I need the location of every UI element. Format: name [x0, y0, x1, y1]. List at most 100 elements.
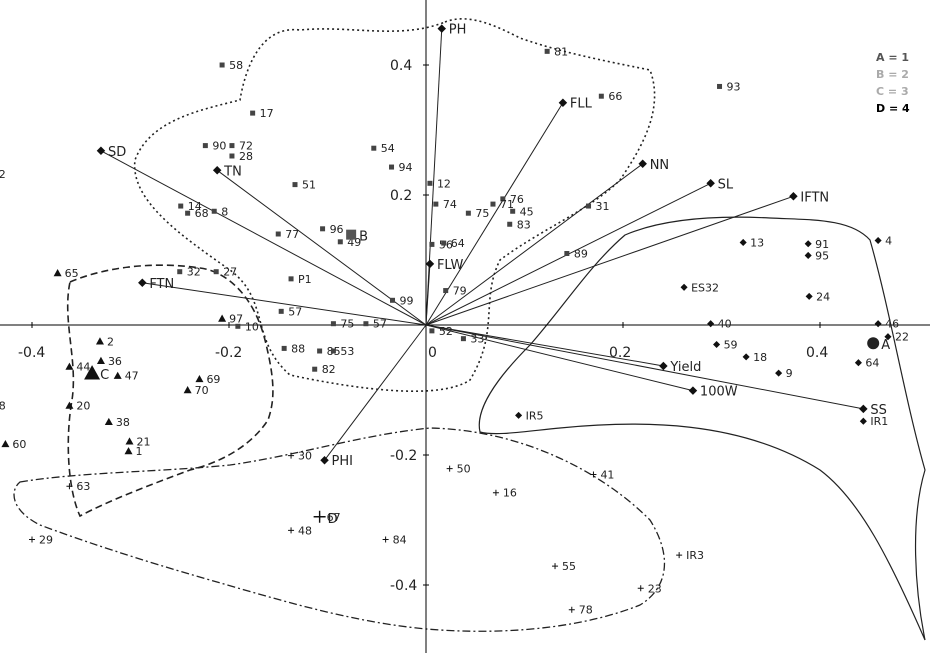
trait-vectors: PH FLL NN SL IFTN SD TN FLW FTN Yield 100W SS PHI [96, 23, 887, 469]
point-label: P1 [298, 273, 312, 286]
point-marker [507, 221, 513, 227]
point-marker [805, 292, 813, 300]
point-marker [492, 489, 499, 496]
point-label: IR5 [526, 409, 544, 422]
point-label: 68 [195, 207, 209, 220]
point-label: 91 [815, 238, 829, 251]
vector-tip [659, 361, 668, 371]
vector-line [324, 324, 427, 461]
vector-tip [558, 98, 568, 107]
point-label: 29 [39, 534, 53, 547]
point-marker [202, 143, 208, 149]
centroid-label: C [100, 368, 109, 383]
genotype-points: 1113914952680ES3224404662225918649IR5IR1… [0, 45, 909, 617]
point-marker [219, 62, 225, 68]
point-marker [854, 359, 862, 367]
vector-label: TN [223, 164, 242, 179]
point-label: 70 [195, 384, 209, 397]
point-label: IR1 [870, 415, 888, 428]
point-label: 76 [510, 193, 524, 206]
centroid-label: D [328, 512, 338, 527]
point-marker [382, 536, 389, 543]
point-marker [66, 483, 73, 490]
vector-tip [425, 259, 435, 269]
vector-tip [96, 146, 106, 156]
point-marker [713, 340, 721, 349]
point-label: 32 [187, 266, 201, 279]
point-label: 1 [136, 445, 143, 458]
point-label: 54 [381, 142, 395, 155]
vector-label: PH [449, 23, 467, 38]
point-marker [213, 269, 219, 275]
y-tick-label: -0.2 [390, 448, 417, 464]
x-tick-label: 0.2 [609, 345, 631, 361]
point-label: 78 [579, 604, 593, 617]
point-label: 90 [212, 140, 226, 153]
point-label: 64 [865, 357, 879, 370]
point-label: 51 [302, 179, 316, 192]
vector-tip [138, 278, 147, 287]
point-marker [337, 239, 343, 245]
point-label: 57 [373, 318, 387, 331]
vector-label: 100W [700, 385, 738, 400]
point-marker [515, 411, 523, 419]
vector-tip [320, 455, 329, 465]
point-marker [185, 210, 191, 216]
point-label: 27 [223, 266, 237, 279]
point-label: 46 [885, 318, 899, 331]
point-marker [211, 208, 217, 214]
point-label: 66 [608, 90, 622, 103]
point-marker [859, 417, 867, 425]
point-label: 14 [188, 200, 202, 213]
point-label: 18 [753, 351, 767, 364]
vector-line [142, 282, 427, 326]
point-marker [195, 374, 204, 383]
point-marker [346, 229, 357, 240]
point-label: 10 [245, 320, 259, 333]
point-label: 83 [517, 218, 531, 231]
vector-tip [437, 24, 447, 33]
point-marker [250, 110, 256, 116]
point-marker [465, 210, 471, 216]
point-label: 17 [260, 107, 274, 120]
vector-tip [706, 179, 715, 188]
vector-label: SD [108, 145, 126, 160]
point-marker [278, 308, 284, 314]
point-label: 75 [340, 318, 354, 331]
point-label: 50 [457, 463, 471, 476]
vector-label: FTN [149, 277, 174, 292]
point-marker [317, 348, 323, 354]
point-label: 95 [815, 249, 829, 262]
point-marker [124, 447, 133, 455]
point-label: 58 [229, 59, 243, 72]
vector-line [425, 102, 564, 326]
point-marker [29, 536, 35, 543]
vector-line [425, 324, 694, 392]
x-tick-label: -0.2 [215, 345, 242, 361]
point-label: 40 [718, 318, 732, 331]
point-label: 21 [137, 435, 151, 448]
point-marker [586, 203, 592, 209]
point-label: 93 [727, 80, 741, 93]
x-tick-label: -0.4 [18, 345, 45, 361]
point-marker [490, 201, 496, 207]
point-label: 92 [0, 168, 6, 181]
point-label: 77 [285, 228, 299, 241]
point-marker [84, 365, 101, 380]
vector-label: PHI [332, 454, 353, 469]
vector-label: IFTN [800, 190, 829, 205]
point-marker [275, 231, 281, 237]
vector-line [425, 324, 664, 367]
point-marker [676, 552, 683, 559]
point-marker [874, 236, 882, 245]
vector-line [425, 324, 864, 410]
legend: A = 1 B = 2 C = 3 D = 4 [876, 51, 910, 115]
y-tick-label: -0.4 [390, 578, 417, 594]
legend-entry: B = 2 [876, 68, 909, 81]
point-label: 89 [574, 248, 588, 261]
point-marker [389, 164, 395, 170]
point-marker [874, 320, 882, 328]
point-marker [429, 328, 435, 334]
point-label: 28 [239, 150, 253, 163]
